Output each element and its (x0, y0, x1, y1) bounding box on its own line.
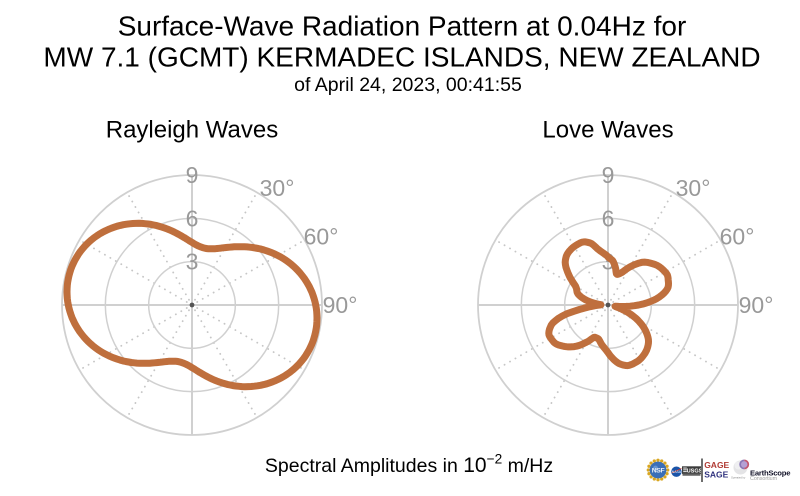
svg-text:90°: 90° (323, 292, 358, 318)
svg-text:SAGE: SAGE (704, 470, 728, 480)
svg-text:Surface-Wave Radiation Pattern: Surface-Wave Radiation Pattern at 0.04Hz… (118, 11, 687, 42)
svg-text:6: 6 (186, 205, 199, 231)
svg-text:Operated by: Operated by (731, 476, 746, 480)
svg-text:90°: 90° (739, 292, 774, 318)
svg-text:Rayleigh Waves: Rayleigh Waves (106, 117, 279, 144)
svg-text:30°: 30° (676, 175, 711, 201)
svg-text:6: 6 (602, 205, 615, 231)
svg-text:9: 9 (186, 162, 199, 188)
svg-text:60°: 60° (720, 224, 755, 250)
svg-text:9: 9 (602, 162, 615, 188)
svg-text:30°: 30° (260, 175, 295, 201)
svg-text:of April 24, 2023, 00:41:55: of April 24, 2023, 00:41:55 (294, 74, 522, 96)
svg-text:3: 3 (186, 249, 199, 275)
svg-text:Spectral Amplitudes in 10−2 m/: Spectral Amplitudes in 10−2 m/Hz (265, 452, 553, 478)
svg-text:EarthScope: EarthScope (750, 468, 791, 477)
svg-text:NASA: NASA (672, 470, 682, 474)
svg-text:NSF: NSF (652, 468, 665, 475)
svg-text:MW 7.1 (GCMT) KERMADEC ISLANDS: MW 7.1 (GCMT) KERMADEC ISLANDS, NEW ZEAL… (43, 42, 760, 73)
svg-text:60°: 60° (304, 224, 339, 250)
svg-text:Love Waves: Love Waves (542, 117, 673, 144)
svg-text:Consortium: Consortium (750, 476, 778, 482)
svg-text:USGS: USGS (687, 468, 703, 474)
svg-text:GAGE: GAGE (704, 460, 729, 470)
